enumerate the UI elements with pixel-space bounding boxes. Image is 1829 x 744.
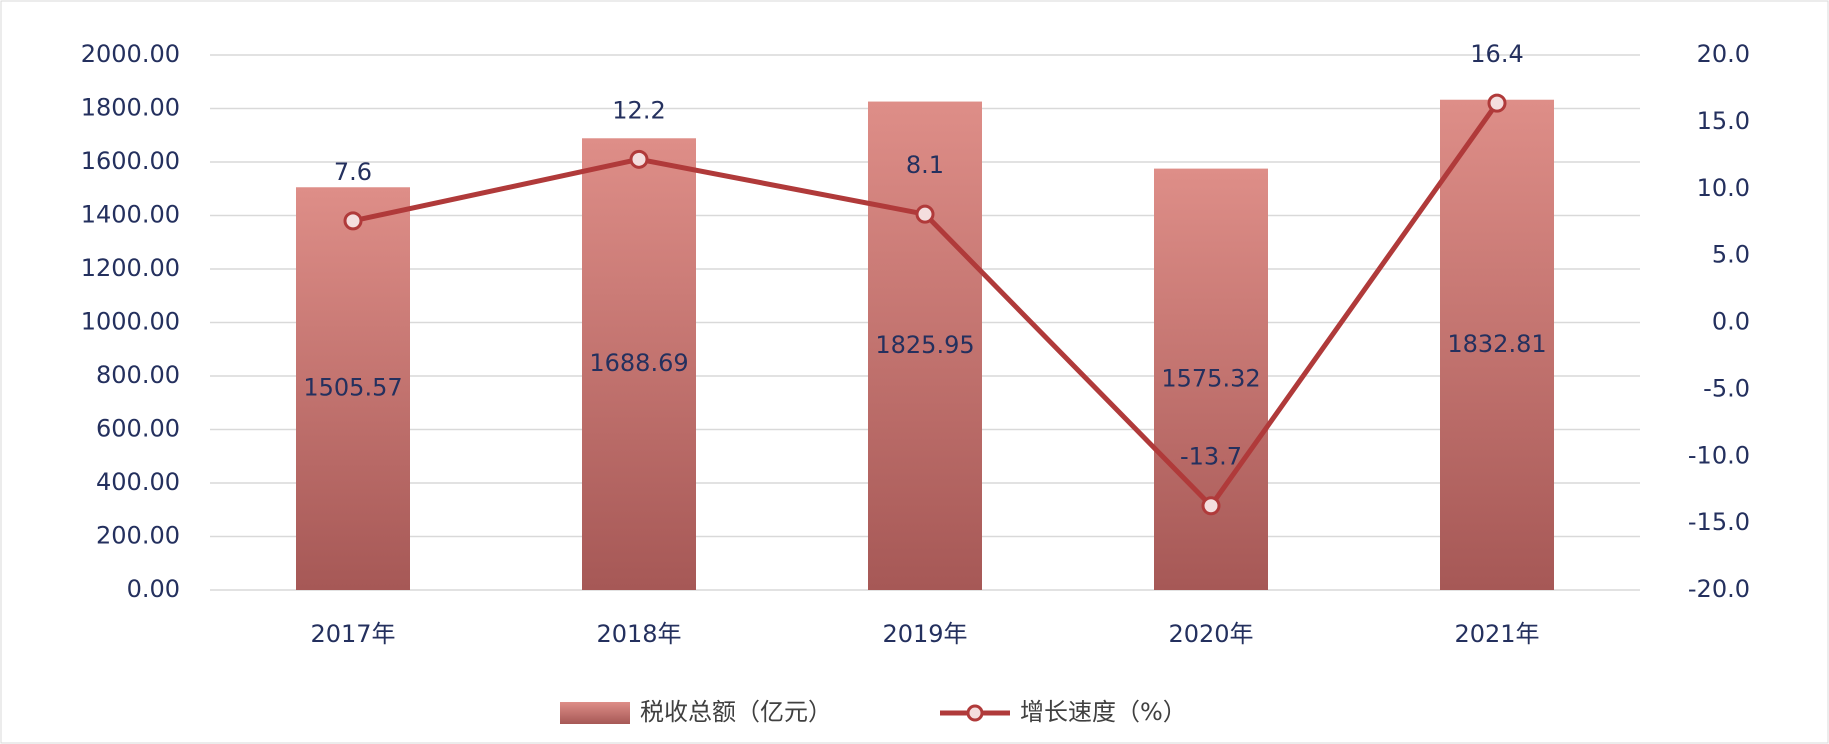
x-tick-label: 2019年	[882, 620, 967, 648]
line-value-label: 8.1	[906, 151, 944, 179]
line-value-label: 12.2	[612, 96, 665, 124]
y-tick-label: 1400.00	[81, 201, 180, 229]
y-tick-label: 1600.00	[81, 147, 180, 175]
line-value-label: 16.4	[1470, 40, 1523, 68]
bar-value-label: 1505.57	[303, 374, 402, 402]
y2-tick-label: 10.0	[1697, 174, 1750, 202]
line-marker	[629, 149, 649, 169]
x-tick-label: 2018年	[596, 620, 681, 648]
bar	[296, 187, 410, 591]
y2-tick-label: -10.0	[1688, 441, 1750, 469]
bar	[868, 101, 982, 590]
x-tick-label: 2021年	[1454, 620, 1539, 648]
line-marker	[915, 204, 935, 224]
bar-value-label: 1688.69	[589, 349, 688, 377]
y2-tick-label: 0.0	[1712, 308, 1750, 336]
y-tick-label: 1800.00	[81, 94, 180, 122]
bar-value-label: 1575.32	[1161, 364, 1260, 392]
legend-label: 税收总额（亿元）	[640, 698, 832, 726]
y-tick-label: 800.00	[96, 361, 180, 389]
legend-marker	[966, 704, 984, 722]
bar-value-label: 1832.81	[1447, 330, 1546, 358]
legend-label: 增长速度（%）	[1020, 698, 1187, 726]
x-tick-label: 2020年	[1168, 620, 1253, 648]
y2-tick-label: 15.0	[1697, 107, 1750, 135]
line-marker	[343, 211, 363, 231]
bar	[582, 138, 696, 590]
bar-value-label: 1825.95	[875, 331, 974, 359]
y2-tick-label: -15.0	[1688, 508, 1750, 536]
y-tick-label: 1000.00	[81, 308, 180, 336]
y-tick-label: 2000.00	[81, 40, 180, 68]
y2-tick-label: 5.0	[1712, 241, 1750, 269]
y2-tick-label: -5.0	[1703, 374, 1750, 402]
y2-tick-label: -20.0	[1688, 575, 1750, 603]
x-tick-label: 2017年	[310, 620, 395, 648]
bar	[1154, 168, 1268, 590]
y-tick-label: 200.00	[96, 522, 180, 550]
y-tick-label: 600.00	[96, 415, 180, 443]
legend-swatch	[560, 702, 630, 724]
y-tick-label: 1200.00	[81, 254, 180, 282]
line-value-label: -13.7	[1180, 443, 1242, 471]
bar	[1440, 99, 1554, 590]
line-value-label: 7.6	[334, 158, 372, 186]
line-marker	[1201, 496, 1221, 516]
line-marker	[1487, 93, 1507, 113]
y2-tick-label: 20.0	[1697, 40, 1750, 68]
y-tick-label: 0.00	[127, 575, 180, 603]
y-tick-label: 400.00	[96, 468, 180, 496]
